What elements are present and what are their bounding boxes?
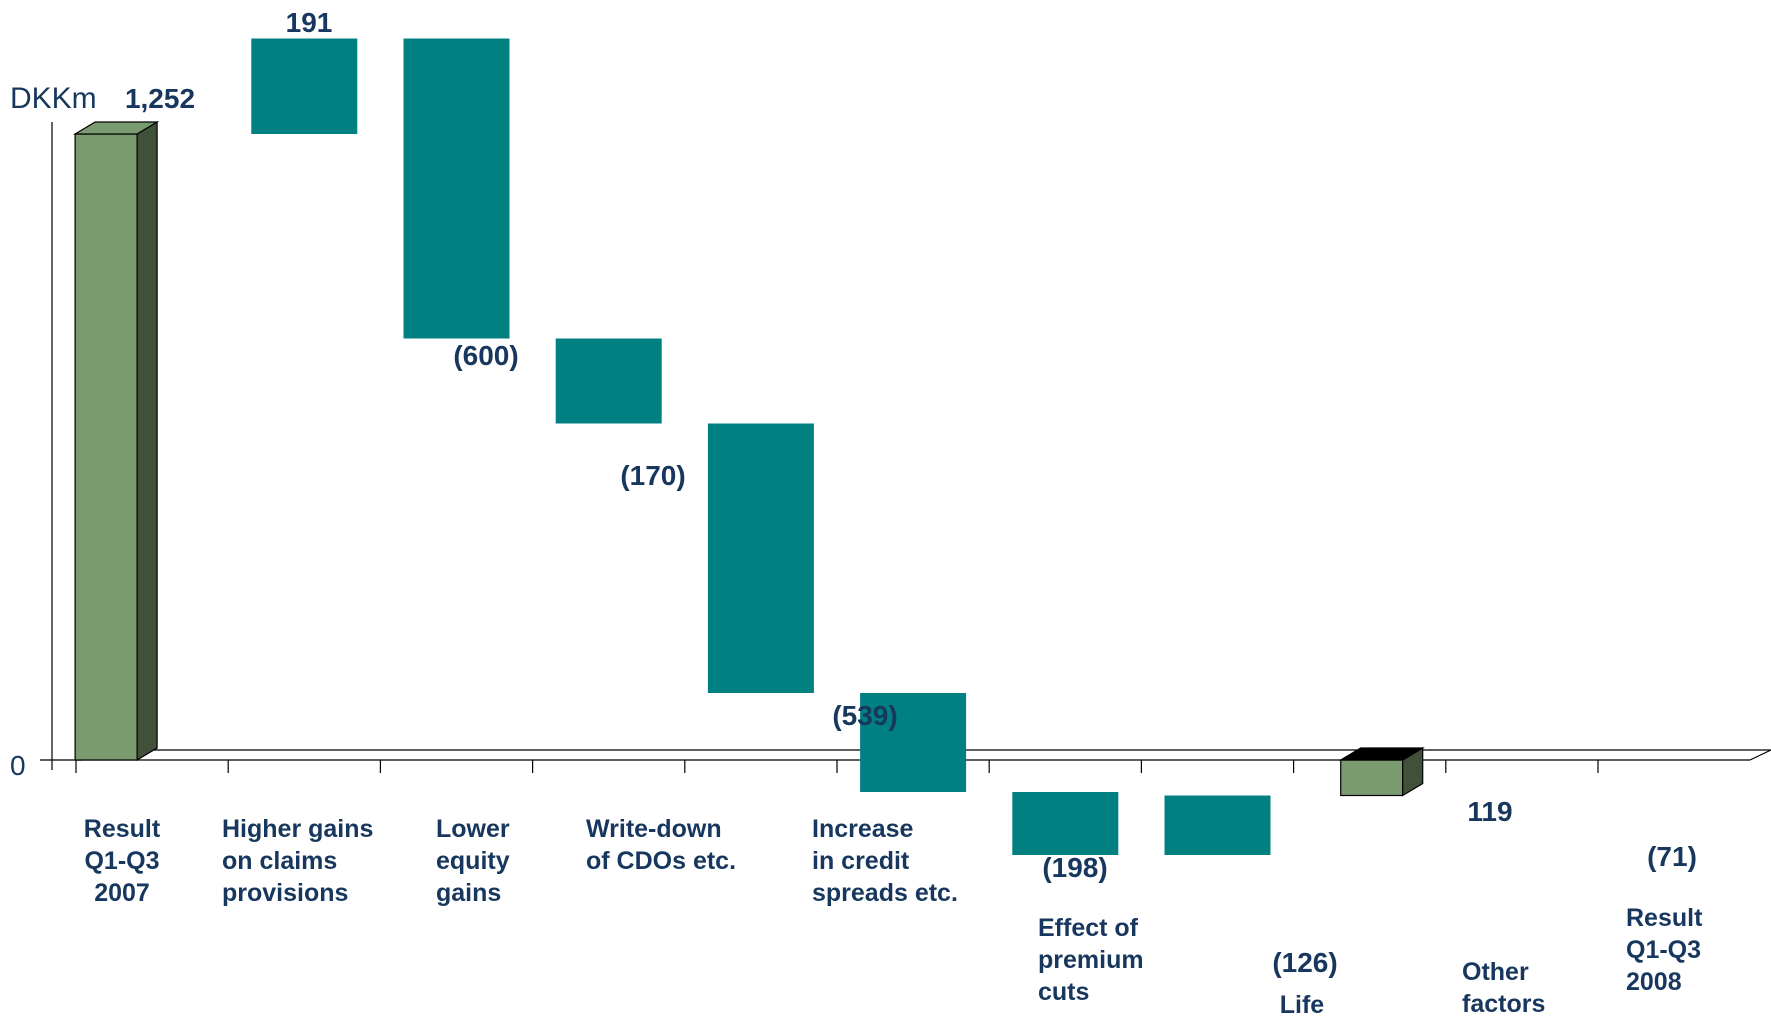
bar <box>1012 792 1119 855</box>
category-label: Life <box>1280 991 1325 1016</box>
y-tick-label: 0 <box>10 750 26 781</box>
category-label: cuts <box>1038 978 1089 1006</box>
category-label: gains <box>436 879 501 907</box>
labels: DKKm 0 1,252 191 (600) (170) (539) (198) (126) 11… <box>10 7 1703 1016</box>
category-label: provisions <box>222 879 348 907</box>
category-label: on claims <box>222 847 337 875</box>
category-label: in credit <box>812 847 910 875</box>
category-label: Q1-Q3 <box>84 847 159 875</box>
bar <box>403 38 510 339</box>
axes <box>40 122 1771 773</box>
data-label: (198) <box>1042 852 1107 883</box>
bar-top <box>1338 747 1425 761</box>
data-label: 191 <box>286 7 333 38</box>
category-label: Q1-Q3 <box>1626 936 1701 964</box>
bar-top <box>72 121 160 135</box>
bar <box>74 133 138 761</box>
category-label: of CDOs etc. <box>586 847 736 875</box>
bar-side <box>136 120 158 762</box>
data-label: 119 <box>1467 796 1512 827</box>
data-label: (126) <box>1272 947 1337 978</box>
category-label: Lower <box>436 815 510 843</box>
category-label: premium <box>1038 946 1144 974</box>
data-label: (170) <box>620 460 685 491</box>
bar <box>1340 759 1404 797</box>
y-axis-unit-label: DKKm <box>10 82 97 115</box>
category-label: 2007 <box>94 879 150 907</box>
category-label: Increase <box>812 815 914 843</box>
bar <box>555 338 662 424</box>
x-axis-depth-edge <box>1749 749 1771 761</box>
data-label: 1,252 <box>125 83 195 114</box>
category-label: spreads etc. <box>812 879 958 907</box>
bar <box>251 38 358 134</box>
bar <box>860 693 967 792</box>
category-label: factors <box>1462 990 1545 1016</box>
data-label: (71) <box>1647 841 1697 872</box>
category-label: 2008 <box>1626 968 1682 996</box>
bars <box>72 38 1425 855</box>
bar <box>1164 795 1271 855</box>
bar <box>707 423 814 693</box>
data-label: (539) <box>832 700 897 731</box>
category-label: Result <box>1626 904 1703 932</box>
category-label: Other <box>1462 958 1529 986</box>
category-label: Write-down <box>586 815 722 843</box>
data-label: (600) <box>453 340 518 371</box>
category-label: equity <box>436 847 510 875</box>
category-label: Higher gains <box>222 815 373 843</box>
category-label: Result <box>84 815 161 843</box>
category-label: Effect of <box>1038 914 1139 942</box>
